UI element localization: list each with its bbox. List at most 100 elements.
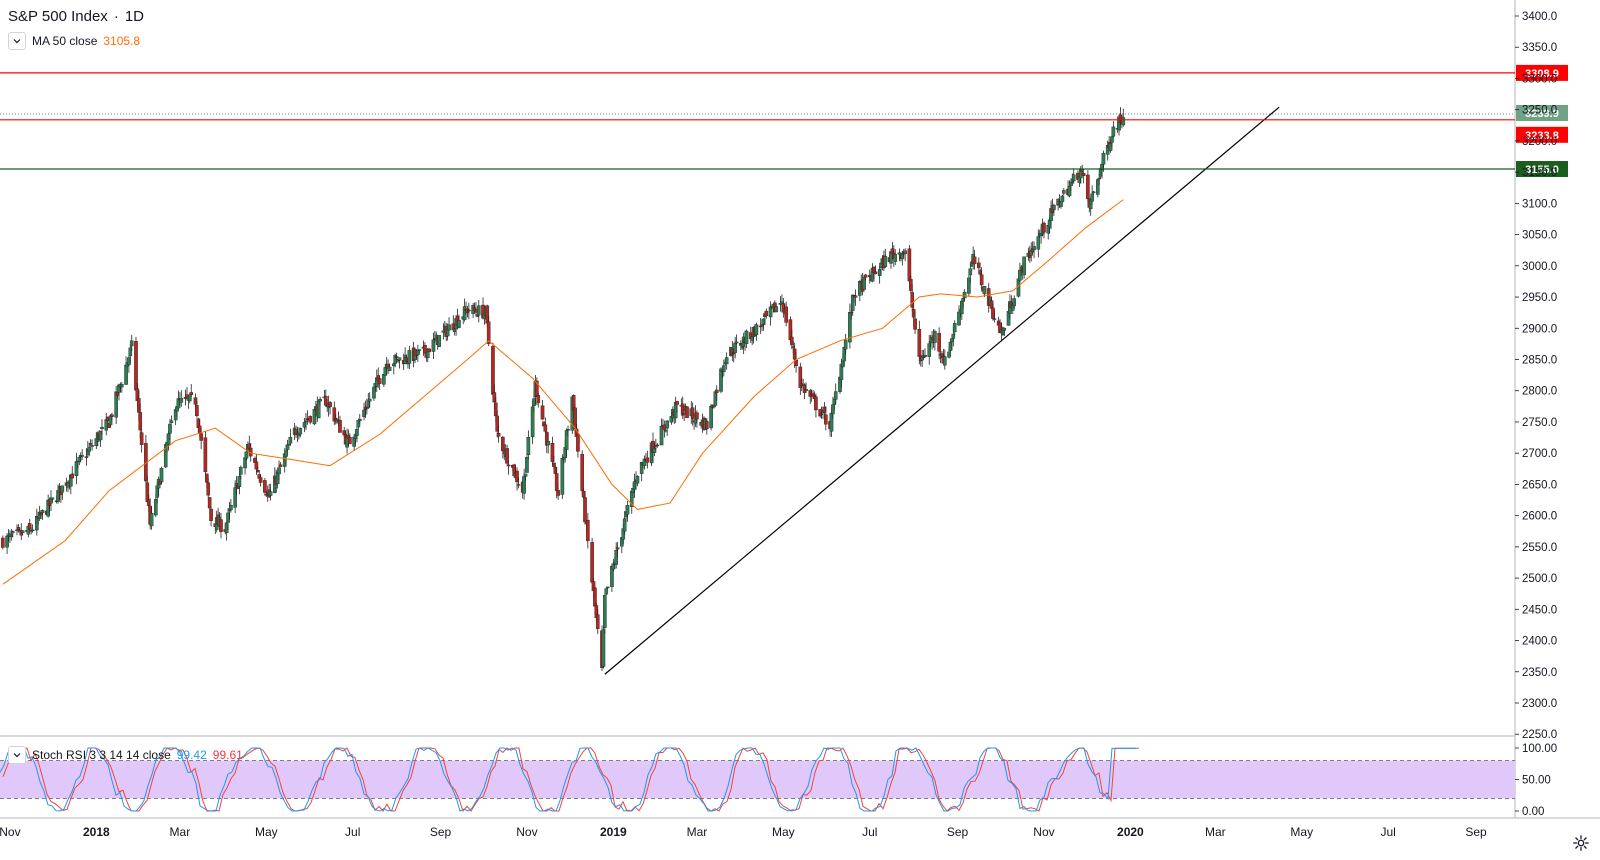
price-tick-label: 2250.0 (1522, 729, 1557, 741)
candle-body (685, 406, 689, 419)
candle-body (525, 457, 529, 473)
candle (437, 335, 441, 348)
candle (159, 466, 164, 484)
price-scale[interactable]: 3400.0 3350.0 3300.0 3250.0 3200.0 3150.0 3100… (1515, 11, 1557, 741)
candle-body (824, 414, 828, 425)
ma-50-line[interactable] (2, 199, 1124, 585)
candle (129, 334, 134, 352)
candle-body (244, 451, 249, 459)
candle-body (784, 306, 788, 323)
candle (357, 413, 362, 425)
candle-body (506, 464, 511, 467)
candle (70, 466, 75, 479)
symbol-name[interactable]: S&P 500 Index (8, 8, 108, 25)
candle-body (258, 477, 263, 483)
candle (1059, 202, 1063, 209)
price-tick-label: 2450.0 (1522, 604, 1557, 616)
rsi-scale[interactable]: 100.00 50.00 0.00 (1515, 743, 1557, 818)
candle (804, 382, 808, 393)
candle-body (814, 396, 818, 411)
candle (338, 415, 342, 433)
candle-body (20, 530, 25, 534)
candle-body (27, 523, 32, 530)
candle-body (1111, 126, 1116, 137)
candle-body (590, 542, 594, 583)
rsi-tick-label: 0.00 (1522, 806, 1544, 818)
candle (685, 406, 689, 419)
stoch-rsi-d-line[interactable] (2, 747, 1139, 813)
candle (60, 485, 65, 501)
candle (179, 390, 184, 407)
candle-body (937, 332, 941, 352)
candle-body (595, 614, 600, 629)
candle-body (893, 254, 898, 262)
candle (100, 419, 104, 435)
candle (1091, 190, 1096, 194)
candle-body (645, 457, 650, 463)
ma-label[interactable]: MA 50 close (32, 34, 98, 48)
candle (604, 588, 609, 596)
candle-body (284, 450, 288, 457)
candle (665, 420, 669, 436)
candle (979, 267, 984, 290)
candle-body (10, 531, 15, 534)
candle (505, 444, 509, 465)
candle (387, 363, 392, 372)
candle-body (714, 389, 719, 393)
candle (605, 586, 610, 590)
candle (523, 473, 528, 481)
candle-body (308, 416, 313, 423)
candle-body (298, 427, 303, 435)
candle (675, 400, 679, 413)
candle (883, 248, 888, 268)
candle (1, 535, 5, 550)
candle (635, 475, 640, 487)
candle-body (110, 414, 114, 417)
candle-body (724, 357, 729, 365)
candle (27, 518, 32, 531)
candle (546, 433, 550, 454)
stoch-rsi-pane (0, 747, 1515, 813)
candle (229, 498, 233, 513)
candle-body (1121, 117, 1126, 126)
time-tick-label: 2020 (1117, 825, 1144, 839)
price-tick-label: 3350.0 (1522, 42, 1557, 54)
interval-label[interactable]: 1D (124, 8, 144, 25)
candle-body (556, 490, 560, 496)
candle-body (447, 324, 451, 331)
price-pane (1, 106, 1280, 675)
price-tick-label: 2550.0 (1522, 542, 1557, 554)
candle-body (927, 343, 932, 357)
candle (764, 308, 769, 319)
time-scale[interactable]: Nov 2018 Mar May Jul Sep Nov 2019 Mar May Jul Sep No… (0, 825, 1487, 839)
candle-body (16, 527, 21, 530)
candle-body (635, 476, 640, 484)
candle-body (254, 461, 259, 470)
candle (724, 352, 729, 370)
candle (923, 348, 927, 358)
candle-body (467, 309, 471, 312)
title-separator: · (113, 8, 119, 25)
settings-gear-icon[interactable] (1572, 834, 1590, 852)
candle-body (1032, 246, 1036, 251)
candle (348, 433, 352, 445)
trendline[interactable] (604, 106, 1280, 675)
ma-legend: MA 50 close 3105.8 (8, 32, 140, 50)
candle (992, 310, 997, 323)
candle (1081, 171, 1086, 184)
price-tick-label: 2500.0 (1522, 573, 1557, 585)
candle (219, 513, 223, 539)
candle-body (951, 333, 956, 339)
time-tick-label: Nov (1033, 825, 1054, 839)
collapse-legend-button[interactable] (8, 32, 26, 50)
candle (853, 289, 858, 306)
candle-body (615, 547, 620, 550)
candle (128, 344, 133, 364)
stoch-rsi-k-line[interactable] (0, 747, 1136, 812)
stoch-rsi-label[interactable]: Stoch RSI 3 3 14 14 close (32, 748, 171, 762)
collapse-rsi-legend-button[interactable] (8, 746, 26, 764)
candle-body (744, 330, 749, 344)
candle-body (154, 499, 158, 516)
candle (1111, 121, 1116, 138)
